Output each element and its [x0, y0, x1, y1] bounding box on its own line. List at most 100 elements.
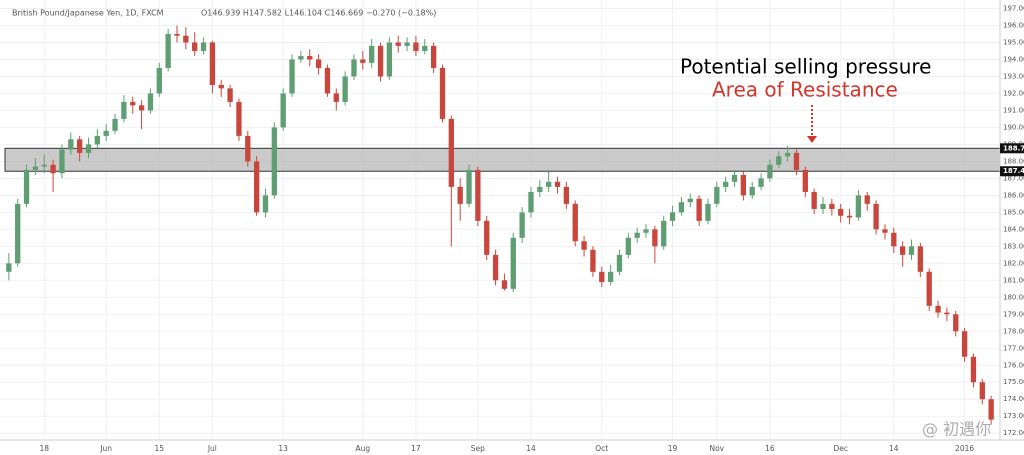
- candle-body: [749, 186, 755, 196]
- y-tick-label: 173.00: [1003, 412, 1024, 420]
- candle-body: [200, 42, 207, 51]
- candle-body: [68, 139, 74, 150]
- x-tick-label: Oct: [595, 444, 608, 453]
- y-tick-label: 177.00: [1003, 344, 1024, 352]
- candle-body: [333, 93, 339, 102]
- candle-body: [23, 169, 30, 204]
- candle-body: [475, 169, 481, 221]
- candle-body: [501, 280, 508, 289]
- x-tick-label: 2016: [955, 444, 974, 453]
- y-tick-label: 176.00: [1003, 361, 1024, 369]
- candle-body: [430, 45, 437, 68]
- price-badge: [1000, 143, 1024, 154]
- candle-body: [669, 212, 676, 221]
- candle-body: [174, 33, 180, 36]
- candle-body: [554, 181, 561, 187]
- candle-body: [413, 42, 419, 51]
- annotation-arrowhead: [807, 136, 817, 143]
- y-tick-label: 180.00: [1003, 293, 1024, 301]
- x-tick-label: 14: [889, 444, 899, 453]
- chart-subtitle: O146.939 H147.582 L146.104 C146.669 −0.2…: [201, 9, 436, 18]
- y-tick-label: 197.00: [1003, 4, 1024, 12]
- price-badge: [1000, 166, 1024, 177]
- candle-body: [926, 271, 932, 306]
- candle-body: [873, 203, 879, 230]
- candle-body: [315, 59, 322, 68]
- candle-body: [103, 130, 109, 136]
- candle-body: [607, 271, 614, 283]
- candle-body: [546, 181, 552, 187]
- candle-body: [988, 399, 994, 420]
- candle-body: [944, 312, 950, 315]
- candle-body: [829, 203, 835, 209]
- candle-body: [130, 101, 136, 106]
- candle-body: [466, 169, 472, 204]
- grid: [0, 0, 1000, 440]
- candle-body: [767, 164, 773, 179]
- candle-body: [360, 59, 366, 63]
- candle-body: [970, 356, 977, 383]
- y-tick-label: 175.00: [1003, 378, 1024, 386]
- candle-body: [351, 59, 357, 77]
- x-tick-label: 18: [39, 444, 49, 453]
- candle-body: [687, 198, 693, 203]
- x-tick-label: Jul: [207, 444, 217, 453]
- candle-body: [484, 220, 490, 255]
- candle-body: [908, 246, 915, 255]
- y-tick-label: 196.00: [1003, 21, 1024, 29]
- candle-body: [41, 164, 47, 167]
- x-tick-label: Sep: [471, 444, 485, 453]
- candle-body: [625, 237, 631, 255]
- candle-body: [776, 156, 782, 165]
- y-tick-label: 188.00: [1003, 157, 1024, 165]
- candle-body: [253, 161, 260, 213]
- candle-body: [236, 101, 242, 136]
- candle-body: [227, 88, 233, 102]
- annotation: Area of Resistance: [712, 78, 898, 102]
- x-tick-label: 13: [278, 444, 288, 453]
- x-tick-label: Nov: [709, 444, 724, 453]
- candle-body: [271, 127, 277, 196]
- candle-body: [855, 195, 862, 218]
- band-group: [4, 147, 1001, 172]
- candle-body: [572, 203, 578, 242]
- candle-body: [448, 118, 454, 187]
- candle-body: [528, 191, 534, 213]
- y-tick-label: 174.00: [1003, 395, 1024, 403]
- candle-body: [616, 254, 623, 272]
- candle-body: [705, 203, 711, 221]
- candle-body: [280, 93, 286, 128]
- candle-body: [121, 101, 127, 119]
- candle-body: [581, 241, 587, 250]
- candle-body: [652, 229, 658, 247]
- candle-body: [209, 42, 216, 85]
- y-tick-label: 190.00: [1003, 123, 1024, 131]
- candle-body: [262, 195, 269, 213]
- candle-body: [563, 186, 570, 204]
- labels: 172.00 173.00 174.00 175.00 176.00 177.00 178.…: [39, 4, 1024, 453]
- y-tick-label: 195.00: [1003, 38, 1024, 46]
- candle-body: [218, 84, 224, 89]
- candle-body: [50, 164, 56, 174]
- candle-body: [846, 215, 853, 218]
- y-tick-label: 184.00: [1003, 225, 1024, 233]
- candle-body: [714, 186, 720, 204]
- candle-body: [138, 105, 145, 111]
- y-tick-label: 185.00: [1003, 208, 1024, 216]
- candle-body: [784, 152, 791, 157]
- candle-body: [510, 237, 516, 289]
- candle-body: [147, 93, 154, 111]
- y-tick-label: 192.00: [1003, 89, 1024, 97]
- candle-body: [324, 67, 331, 94]
- candle-body: [289, 59, 295, 94]
- resistance-band: [4, 147, 1001, 172]
- x-tick-label: 17: [411, 444, 421, 453]
- candle-body: [59, 149, 65, 174]
- y-tick-label: 181.00: [1003, 276, 1024, 284]
- candle-body: [404, 42, 410, 46]
- x-tick-label: 19: [668, 444, 678, 453]
- candle-body: [519, 212, 525, 238]
- candle-body: [961, 331, 968, 357]
- candle-body: [32, 166, 39, 170]
- candle-body: [802, 169, 808, 192]
